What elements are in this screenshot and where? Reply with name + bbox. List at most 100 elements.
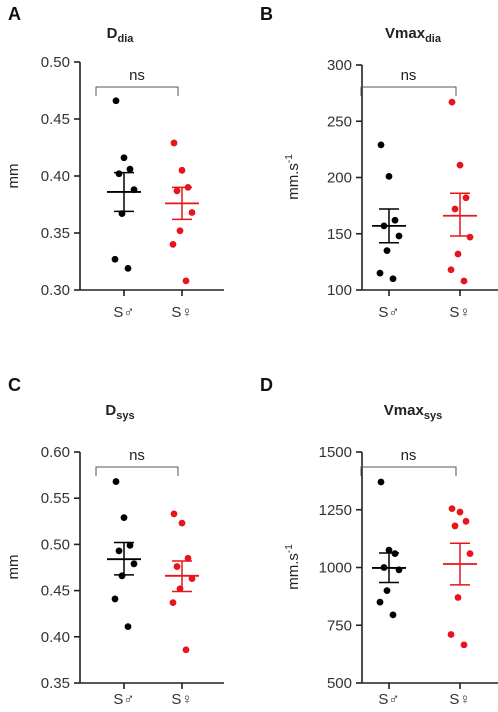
data-point <box>188 209 196 216</box>
data-point <box>170 139 178 147</box>
data-point <box>456 508 464 516</box>
significance-label: ns <box>401 67 417 84</box>
data-point <box>454 594 462 601</box>
data-point <box>377 141 385 149</box>
panel-letter: D <box>260 375 273 395</box>
data-point <box>447 266 455 274</box>
y-tick-label: 100 <box>327 282 352 299</box>
series-1 <box>443 98 477 285</box>
data-point <box>184 554 192 562</box>
data-point <box>391 216 399 224</box>
data-point <box>451 522 459 530</box>
y-axis-label-main: mm.s <box>285 553 302 590</box>
series-0 <box>372 141 406 283</box>
data-point <box>466 550 474 558</box>
y-tick-label: 0.55 <box>41 490 70 507</box>
chart-title-main: Vmax <box>385 25 426 42</box>
data-point <box>383 587 391 594</box>
data-point <box>111 255 119 263</box>
data-point <box>173 187 181 195</box>
chart-title: Vmaxdia <box>385 25 442 45</box>
x-tick-label: S♂ <box>378 691 399 708</box>
data-point <box>178 166 186 174</box>
data-point <box>460 277 468 285</box>
data-point <box>389 275 397 283</box>
data-point <box>385 546 393 554</box>
data-point <box>182 277 190 285</box>
data-point <box>389 611 397 619</box>
x-tick-label: S♀ <box>171 691 192 708</box>
data-point <box>448 505 456 512</box>
x-tick-label: S♀ <box>449 691 470 708</box>
significance-bracket <box>360 466 457 476</box>
data-point <box>462 517 470 525</box>
y-tick-label: 150 <box>327 226 352 243</box>
data-point <box>178 519 186 527</box>
y-tick-label: 1500 <box>319 444 352 461</box>
y-axis-label-main: mm.s <box>285 163 302 200</box>
series-1 <box>165 139 199 285</box>
significance-label: ns <box>401 447 417 464</box>
data-point <box>376 598 384 606</box>
data-point <box>188 575 196 582</box>
chart-title-subscript: sys <box>424 410 442 422</box>
data-point <box>454 250 462 258</box>
panel-letter: A <box>8 4 21 24</box>
y-axis-label: mm <box>5 555 22 580</box>
significance-bracket <box>95 86 179 96</box>
chart-title: Dsys <box>105 402 134 422</box>
data-point <box>115 547 123 555</box>
data-point <box>182 646 190 654</box>
data-point <box>124 623 132 631</box>
chart-title-subscript: dia <box>117 33 134 45</box>
y-axis-label-main: mm <box>5 555 22 580</box>
data-point <box>448 98 456 106</box>
data-point <box>130 560 138 568</box>
y-axis-label-superscript: -1 <box>284 154 295 163</box>
chart-title: Vmaxsys <box>384 402 442 422</box>
data-point <box>173 563 181 570</box>
series-0 <box>107 97 141 272</box>
data-point <box>383 247 391 255</box>
y-tick-label: 1250 <box>319 502 352 519</box>
data-point <box>111 595 119 603</box>
y-tick-label: 0.45 <box>41 583 70 600</box>
data-point <box>115 170 123 178</box>
series-0 <box>372 478 406 619</box>
data-point <box>170 510 178 518</box>
data-point <box>120 514 128 522</box>
significance-bracket <box>95 466 179 476</box>
data-point <box>176 227 184 235</box>
chart-title-subscript: dia <box>425 33 442 45</box>
chart-title-main: D <box>105 402 116 419</box>
y-axis-label: mm.s-1 <box>284 544 302 590</box>
data-point <box>120 154 128 162</box>
data-point <box>466 233 474 241</box>
significance-bracket <box>360 86 457 96</box>
y-tick-label: 0.50 <box>41 536 70 553</box>
series-1 <box>165 510 199 654</box>
significance-label: ns <box>129 67 145 84</box>
chart-title-main: D <box>107 25 118 42</box>
y-axis-label-superscript: -1 <box>284 544 295 553</box>
chart-title-main: Vmax <box>384 402 425 419</box>
panel-letter: C <box>8 375 21 395</box>
y-axis-label-main: mm <box>5 164 22 189</box>
data-point <box>126 165 134 173</box>
x-tick-label: S♂ <box>378 304 399 321</box>
x-tick-label: S♂ <box>113 304 134 321</box>
data-point <box>169 241 177 248</box>
data-point <box>460 641 468 649</box>
data-point <box>462 194 470 202</box>
y-axis-label: mm.s-1 <box>284 154 302 200</box>
data-point <box>126 541 134 549</box>
y-tick-label: 500 <box>327 675 352 692</box>
x-tick-label: S♀ <box>449 304 470 321</box>
panel-d: D Vmaxsys mm.s-1 500 750 1000 1250 1500 S♂ S♀ ns <box>260 375 498 708</box>
y-tick-label: 0.50 <box>41 54 70 71</box>
data-point <box>451 205 459 213</box>
panel-c: C Dsys mm 0.35 0.40 0.45 0.50 0.55 0.60 S♂ S♀ ns <box>5 375 224 708</box>
y-axis-label: mm <box>5 164 22 189</box>
y-tick-label: 0.30 <box>41 282 70 299</box>
